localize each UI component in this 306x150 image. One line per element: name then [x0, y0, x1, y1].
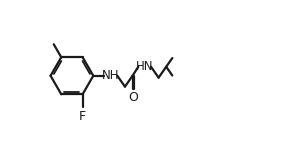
Text: HN: HN: [136, 60, 153, 73]
Text: F: F: [79, 110, 86, 123]
Text: NH: NH: [102, 69, 119, 82]
Text: O: O: [129, 91, 138, 104]
